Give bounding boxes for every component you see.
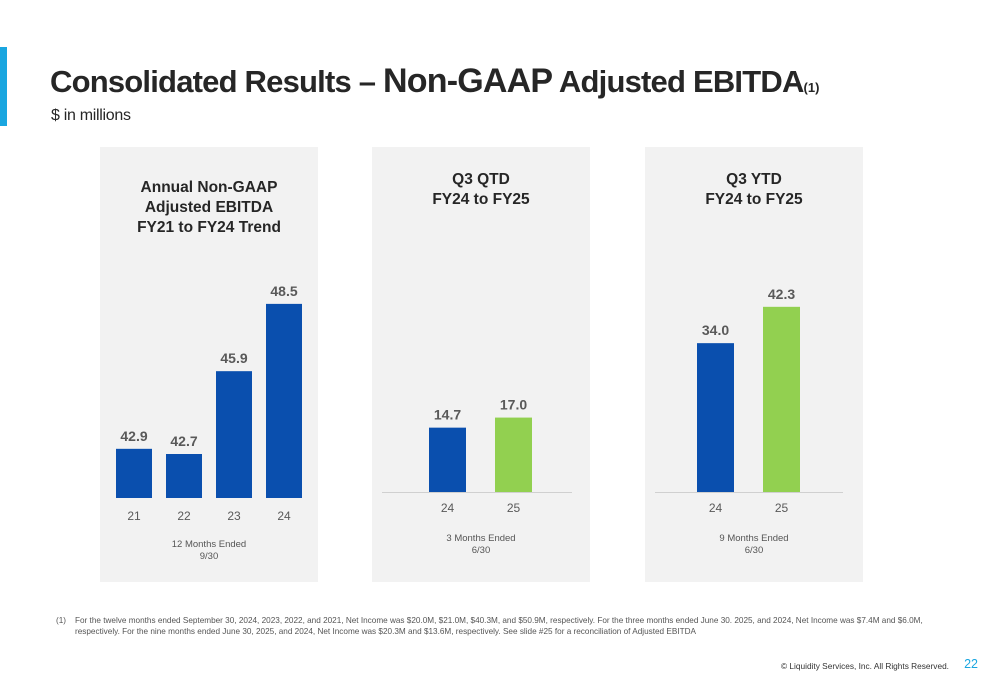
data-label: 48.5 [270, 283, 297, 299]
qtd-ebitda-chart: 14.7 24 17.0 25 [382, 397, 572, 515]
footnote: (1) For the twelve months ended Septembe… [56, 615, 956, 637]
bar-25 [495, 417, 532, 492]
bar-23 [216, 371, 252, 498]
period-label: 12 Months Ended 9/30 [171, 539, 247, 562]
chart-title: Q3 QTD FY24 to FY25 [432, 171, 530, 208]
x-tick-label: 23 [227, 509, 241, 523]
footnote-text: For the twelve months ended September 30… [75, 616, 923, 636]
bar-24 [266, 303, 302, 498]
bar-21 [116, 448, 152, 498]
bar-22 [166, 454, 202, 498]
chart-panel-annual: Annual Non-GAAP Adjusted EBITDA FY21 to … [100, 147, 318, 582]
page-title: Consolidated Results – Non-GAAP Adjusted… [50, 62, 819, 101]
data-label: 34.0 [702, 322, 729, 338]
bar-24 [697, 343, 734, 492]
data-label: 42.3 [768, 286, 795, 302]
bar-25 [763, 306, 800, 492]
chart-panel-qtd: Q3 QTD FY24 to FY25 14.7 24 17.0 25 3 Month… [372, 147, 590, 582]
annual-ebitda-chart: 42.9 21 42.7 22 45.9 23 48.5 24 [116, 283, 302, 523]
x-tick-label: 25 [507, 501, 521, 515]
period-label: 3 Months Ended 6/30 [446, 533, 516, 556]
data-label: 42.9 [120, 428, 147, 444]
data-label: 42.7 [170, 433, 197, 449]
title-part-3: Adjusted EBITDA [552, 64, 804, 99]
data-label: 45.9 [220, 350, 247, 366]
x-tick-label: 24 [277, 509, 291, 523]
bar-24 [429, 427, 466, 492]
title-part-2: Non-GAAP [383, 62, 553, 100]
x-tick-label: 24 [441, 501, 455, 515]
period-label: 9 Months Ended 6/30 [719, 533, 789, 556]
data-label: 14.7 [434, 407, 461, 423]
chart-title: Annual Non-GAAP Adjusted EBITDA FY21 to … [137, 179, 281, 236]
data-label: 17.0 [500, 397, 527, 413]
chart-panel-ytd: Q3 YTD FY24 to FY25 34.0 24 42.3 25 9 Month… [645, 147, 863, 582]
copyright: © Liquidity Services, Inc. All Rights Re… [781, 661, 949, 671]
footnote-marker: (1) [56, 616, 67, 625]
page-subtitle: $ in millions [51, 107, 131, 124]
x-tick-label: 21 [127, 509, 141, 523]
ytd-ebitda-chart: 34.0 24 42.3 25 [655, 286, 843, 515]
page-number: 22 [964, 657, 978, 671]
x-tick-label: 24 [709, 501, 723, 515]
accent-bar [0, 47, 7, 126]
x-tick-label: 25 [775, 501, 789, 515]
title-part-1: Consolidated Results – [50, 64, 383, 99]
title-footnote-ref: (1) [803, 80, 820, 95]
chart-title: Q3 YTD FY24 to FY25 [705, 171, 803, 208]
x-tick-label: 22 [177, 509, 191, 523]
